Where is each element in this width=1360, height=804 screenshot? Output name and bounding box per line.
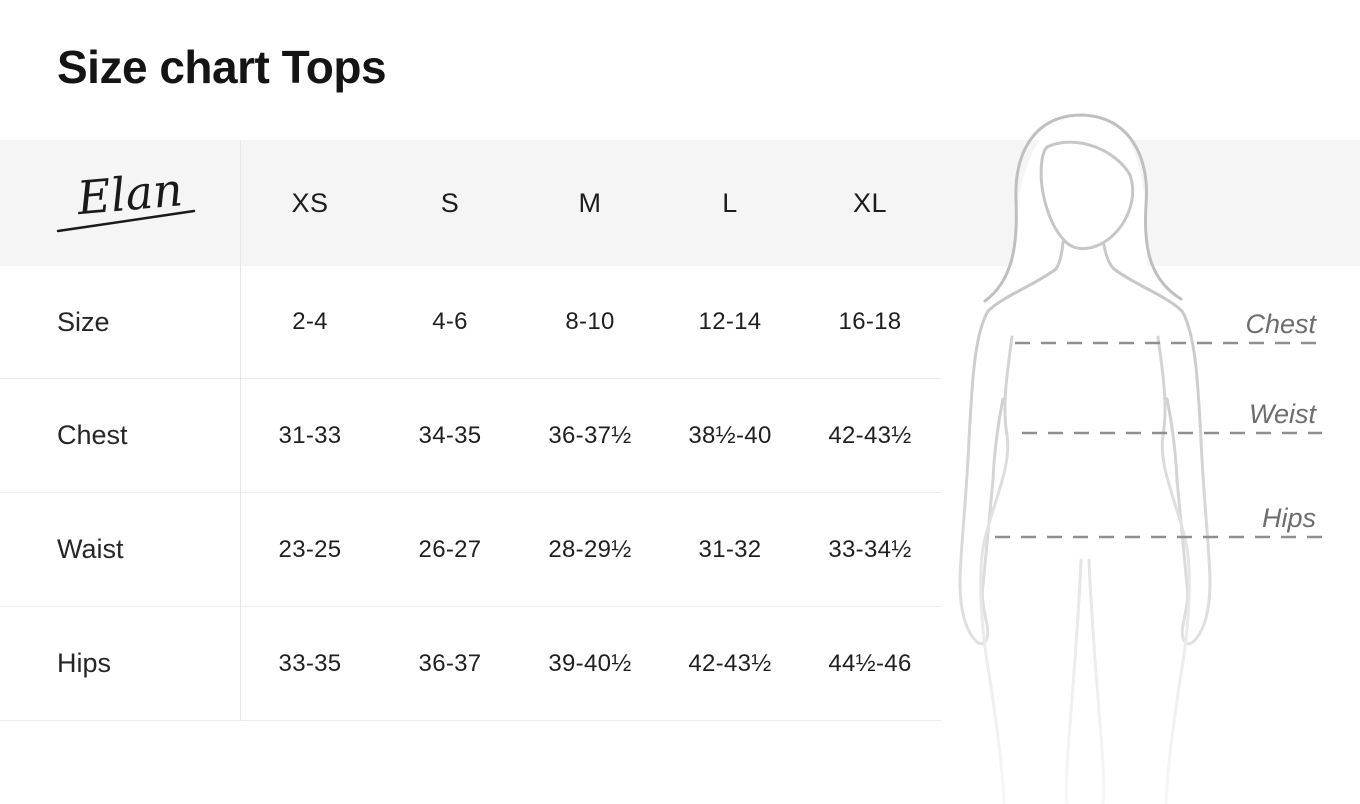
waist-xl-value: 33-34½ [828,535,912,563]
page-title: Size chart Tops [57,41,387,93]
left-inner-leg-outline [1064,558,1083,804]
size-xl-value: 16-18 [838,308,902,335]
chest-xs-value: 31-33 [278,421,342,449]
waist-s-value: 26-27 [418,535,482,563]
chest-m-value: 36-37½ [548,421,632,449]
size-header-m: M [578,187,602,218]
left-torso-outline [1003,335,1014,437]
table-row-chest: Chest 31-33 34-35 36-37½ 38½-40 42-43½ [0,379,941,493]
neck-lines [1054,240,1116,271]
size-m-value: 8-10 [565,308,615,335]
table-row-waist: Waist 23-25 26-27 28-29½ 31-32 33-34½ [0,493,941,607]
size-header-xs: XS [291,187,329,218]
hair-outline [983,113,1183,303]
right-torso-outline [1156,335,1167,437]
right-arm-outline [1112,267,1212,646]
right-inner-leg-outline [1087,558,1106,804]
size-s-value: 4-6 [432,308,468,335]
row-label: Waist [57,534,124,564]
size-header-l: L [722,187,738,218]
body-figure: Chest Weist Hips [930,105,1360,804]
size-header-s: S [440,187,460,218]
female-silhouette-icon: Chest Weist Hips [958,113,1322,804]
hips-l-value: 42-43½ [688,649,772,677]
waist-xs-value: 23-25 [278,535,342,563]
column-divider [240,140,241,721]
hips-s-value: 36-37 [418,649,482,677]
chest-l-value: 38½-40 [688,421,772,449]
table-row-size: Size 2-4 4-6 8-10 12-14 16-18 [0,266,941,379]
table-row-hips: Hips 33-35 36-37 39-40½ 42-43½ 44½-46 [0,607,941,721]
hips-m-value: 39-40½ [548,649,632,677]
chest-measure-label: Chest [1245,309,1317,339]
row-label: Size [57,306,110,337]
row-label: Chest [57,420,128,450]
elan-logo: Elan [56,162,196,233]
left-arm-outline [958,267,1058,646]
face-outline [1039,140,1135,251]
hips-measure-label: Hips [1262,503,1316,533]
chest-s-value: 34-35 [418,421,482,449]
waist-measure-label: Weist [1249,399,1318,429]
row-label: Hips [57,648,112,678]
brand-cell: Elan [0,158,240,248]
size-chart-table: Elan XS S M L XL Size 2-4 4-6 8-10 12-14… [0,140,941,721]
table-header-row: Elan XS S M L XL [0,140,941,266]
right-hip-leg-outline [1160,433,1191,804]
hips-xl-value: 44½-46 [828,649,912,677]
waist-l-value: 31-32 [698,535,762,563]
waist-m-value: 28-29½ [548,535,632,563]
size-l-value: 12-14 [698,308,762,335]
size-xs-value: 2-4 [292,308,328,335]
hips-xs-value: 33-35 [278,649,342,677]
size-header-xl: XL [852,187,888,218]
chest-xl-value: 42-43½ [828,421,912,449]
left-hip-leg-outline [979,433,1010,804]
elan-logo-underline [56,209,196,233]
